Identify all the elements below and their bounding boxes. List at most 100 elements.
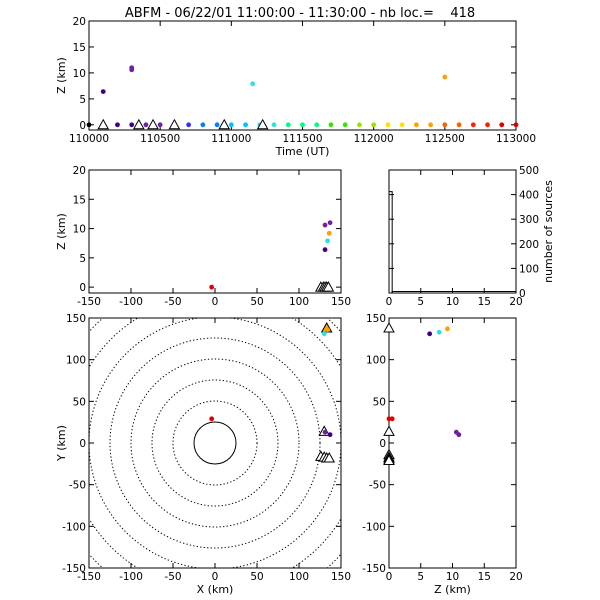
source-point	[209, 284, 215, 290]
y-tick-label: -50	[369, 480, 386, 492]
y-tick-label: 10	[73, 224, 86, 236]
range-ring	[151, 379, 279, 507]
y-tick-label: 300	[519, 214, 539, 226]
y-tick-label: -100	[62, 521, 86, 533]
y-tick-label: 100	[366, 355, 386, 367]
source-point	[322, 429, 328, 435]
station-marker	[218, 118, 231, 130]
x-tick-label: 112500	[425, 133, 465, 145]
y-axis-label: Z (km)	[55, 213, 68, 250]
source-point	[325, 238, 330, 244]
y-tick-label: 50	[373, 396, 386, 408]
y-tick-label: -50	[69, 480, 86, 492]
plot-frame	[388, 317, 517, 569]
y-tick-label: 15	[73, 42, 86, 54]
y-tick-label: 5	[79, 253, 86, 265]
range-ring	[89, 318, 341, 568]
x-tick-label: 10	[446, 296, 459, 308]
x-tick-label: 15	[478, 296, 491, 308]
source-point	[470, 122, 476, 128]
y-tick-label: 50	[73, 396, 86, 408]
height-y-panel: 0 5 10 15 20 -150 -100 -50 0 50 100 150 Z (km)	[362, 313, 523, 596]
x-axis-label: Z (km)	[434, 583, 471, 596]
source-point	[243, 122, 248, 128]
source-point	[271, 122, 277, 128]
plot-frame	[88, 20, 517, 131]
x-tick-label: 20	[509, 296, 522, 308]
y-tick-label: 5	[79, 94, 86, 106]
source-point	[250, 81, 256, 87]
histogram-bar	[388, 191, 393, 293]
x-tick-label: 111500	[282, 133, 322, 145]
y-tick-label: 150	[366, 313, 386, 325]
station-marker	[168, 118, 181, 130]
range-ring	[172, 400, 258, 486]
source-point	[413, 122, 419, 128]
station-marker	[97, 118, 110, 130]
y-tick-label: -150	[362, 563, 386, 575]
source-point	[326, 230, 332, 236]
source-point	[327, 432, 333, 438]
source-point	[100, 89, 106, 94]
x-tick-label: 110000	[69, 133, 109, 145]
x-tick-label: 113000	[496, 133, 536, 145]
source-point	[389, 416, 395, 422]
x-tick-label: 150	[331, 296, 351, 308]
source-point	[445, 326, 450, 332]
station-marker	[322, 281, 335, 292]
x-tick-label: 20	[509, 571, 522, 583]
source-point	[157, 122, 163, 128]
station-marker	[147, 118, 159, 130]
y-tick-label: 400	[519, 190, 539, 202]
source-point	[371, 122, 377, 128]
histogram-bar	[391, 291, 517, 293]
y-tick-label: -150	[62, 563, 86, 575]
x-tick-label: 5	[417, 571, 424, 583]
y-tick-label: 0	[79, 120, 86, 132]
x-axis-label: X (km)	[197, 583, 234, 596]
station-marker	[383, 454, 395, 465]
x-tick-label: 100	[289, 296, 309, 308]
range-ring	[89, 318, 341, 568]
y-tick-label: 0	[379, 438, 386, 450]
x-tick-label: 50	[250, 296, 263, 308]
range-rings	[89, 318, 341, 568]
source-point	[322, 247, 328, 253]
source-point	[200, 122, 206, 128]
y-tick-label: 10	[73, 68, 86, 80]
x-tick-label: 5	[417, 296, 424, 308]
plan-view-panel: -150 -100 -50 0 50 100 150 -150 -100 -50 0 50 100 150…	[55, 313, 351, 596]
y-tick-label: 100	[66, 355, 86, 367]
y-tick-label: 200	[519, 239, 539, 251]
y-tick-label: 100	[519, 263, 539, 275]
y-tick-label: 0	[79, 282, 86, 294]
y-axis-label: number of sources	[542, 180, 555, 283]
source-point	[300, 122, 305, 128]
y-tick-label: 20	[73, 165, 86, 177]
x-tick-label: 110500	[140, 133, 180, 145]
y-tick-label: 0	[519, 288, 526, 300]
source-point	[314, 122, 320, 128]
x-tick-label: -150	[77, 296, 101, 308]
source-point	[357, 122, 362, 128]
station-marker	[383, 321, 395, 333]
y-tick-label: -100	[362, 521, 386, 533]
source-point	[342, 122, 348, 128]
x-tick-label: 0	[212, 296, 219, 308]
range-ring	[130, 358, 300, 528]
x-tick-label: 111000	[211, 133, 251, 145]
x-tick-label: 0	[386, 571, 393, 583]
x-tick-label: 15	[478, 571, 491, 583]
station-marker	[383, 425, 395, 436]
y-tick-label: 150	[66, 313, 86, 325]
source-point	[499, 122, 505, 128]
figure-title: ABFM - 06/22/01 11:00:00 - 11:30:00 - nb…	[125, 6, 475, 21]
x-tick-label: 0	[386, 296, 393, 308]
source-point	[322, 222, 328, 228]
source-point	[442, 74, 448, 80]
source-point	[129, 122, 135, 128]
y-tick-label: 0	[79, 438, 86, 450]
x-axis-label: Time (UT)	[275, 145, 330, 158]
